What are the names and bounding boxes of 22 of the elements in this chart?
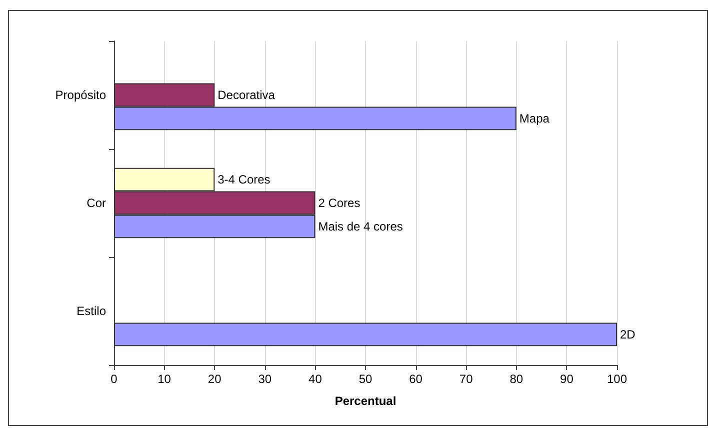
text: 2D — [620, 327, 636, 342]
bar — [114, 322, 617, 346]
y-tick-label: Propósito — [55, 88, 106, 102]
x-tick-label: 40 — [308, 372, 322, 386]
x-tick-label: 0 — [110, 372, 118, 386]
x-tick-label: 80 — [510, 372, 524, 386]
x-tick-label: 50 — [358, 372, 372, 386]
x-tick-label: 70 — [459, 372, 474, 386]
x-tick-label: 100 — [606, 372, 628, 386]
annotation: Mais de 4 cores — [318, 219, 403, 234]
x-tick-label: 20 — [208, 372, 222, 386]
annotation: Decorativa — [218, 88, 276, 102]
annotation: 2 Cores — [318, 196, 360, 210]
x-tick-label: 30 — [258, 372, 272, 386]
x-tick-label: 10 — [158, 372, 172, 386]
y-tick-label: Cor — [86, 196, 106, 210]
x-axis-title: Percentual — [334, 394, 396, 408]
annotation: 3-4 Cores — [218, 172, 270, 187]
x-tick-label: 60 — [409, 372, 423, 386]
x-tick-label: 90 — [560, 372, 574, 386]
y-tick-label: Estilo — [76, 304, 106, 318]
annotation: Mapa — [519, 111, 550, 126]
